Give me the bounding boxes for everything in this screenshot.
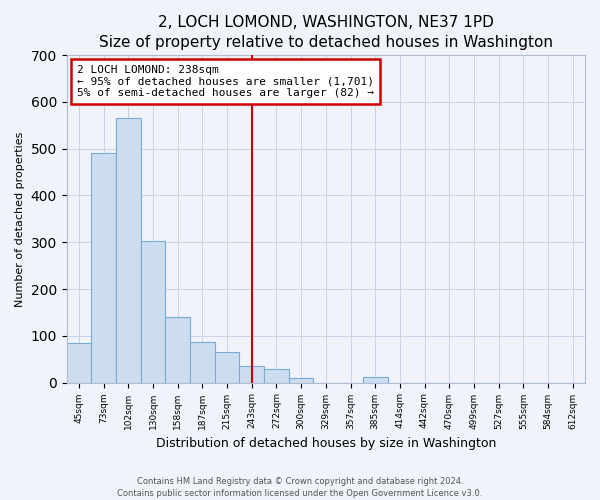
- Bar: [264, 368, 289, 382]
- Bar: [215, 352, 239, 382]
- Bar: [363, 377, 388, 382]
- Bar: [239, 366, 264, 382]
- Text: Contains HM Land Registry data © Crown copyright and database right 2024.
Contai: Contains HM Land Registry data © Crown c…: [118, 476, 482, 498]
- Y-axis label: Number of detached properties: Number of detached properties: [15, 131, 25, 306]
- Bar: [190, 342, 215, 382]
- Text: 2 LOCH LOMOND: 238sqm
← 95% of detached houses are smaller (1,701)
5% of semi-de: 2 LOCH LOMOND: 238sqm ← 95% of detached …: [77, 65, 374, 98]
- X-axis label: Distribution of detached houses by size in Washington: Distribution of detached houses by size …: [155, 437, 496, 450]
- Bar: [116, 118, 141, 382]
- Bar: [166, 317, 190, 382]
- Bar: [141, 241, 166, 382]
- Bar: [91, 154, 116, 382]
- Bar: [289, 378, 313, 382]
- Title: 2, LOCH LOMOND, WASHINGTON, NE37 1PD
Size of property relative to detached house: 2, LOCH LOMOND, WASHINGTON, NE37 1PD Siz…: [99, 15, 553, 50]
- Bar: [67, 343, 91, 382]
